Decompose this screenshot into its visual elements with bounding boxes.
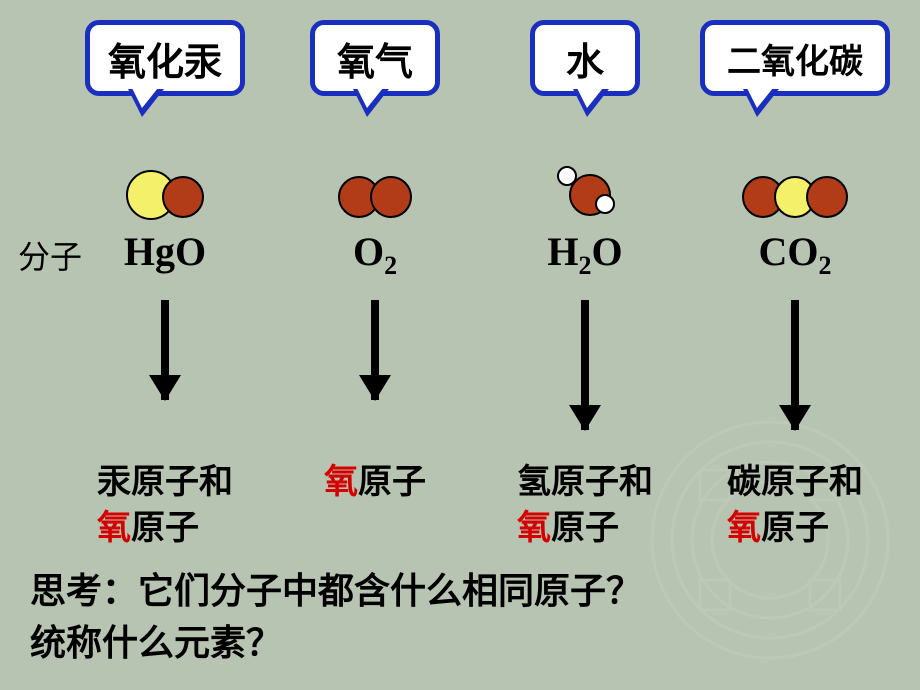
formula-tail: O: [592, 229, 623, 274]
formula-hgo: HgO: [124, 228, 206, 281]
formula-sub: 2: [819, 251, 832, 280]
desc-highlight: 氧: [97, 510, 131, 547]
desc-highlight: 氧: [727, 510, 761, 547]
formula-text: HgO: [124, 229, 206, 274]
desc-pre: 氢原子和: [517, 464, 653, 501]
molecule-row: [60, 160, 900, 230]
bubble-h2o: 水: [530, 20, 640, 96]
arrow-down-icon: [791, 300, 799, 430]
atom-oxygen-icon: [370, 176, 412, 218]
bubble-co2: 二氧化碳: [700, 20, 890, 96]
formula-sub: 2: [384, 251, 397, 280]
formula-text: O: [353, 229, 384, 274]
desc-o2: 氧原子: [324, 460, 426, 506]
desc-pre: 碳原子和: [727, 464, 863, 501]
question-text: 思考：它们分子中都含什么相同原子？ 统称什么元素？: [30, 565, 642, 669]
bubble-label: 氧化汞: [108, 31, 222, 86]
molecule-h2o: [555, 160, 615, 230]
desc-hgo: 汞原子和氧原子: [97, 460, 233, 552]
desc-pre: 汞原子和: [97, 464, 233, 501]
molecule-hgo: [126, 160, 204, 230]
desc-highlight: 氧: [517, 510, 551, 547]
molecule-co2: [742, 160, 848, 230]
desc-highlight: 氧: [324, 464, 358, 501]
bubble-hgo: 氧化汞: [85, 20, 245, 96]
atom-oxygen-icon: [806, 176, 848, 218]
formula-sub: 2: [579, 251, 592, 280]
formula-row: HgO O2 H2O CO2: [60, 228, 900, 281]
desc-post: 原子: [551, 510, 619, 547]
atom-hydrogen-icon: [595, 194, 615, 214]
description-row: 汞原子和氧原子 氧原子 氢原子和氧原子 碳原子和氧原子: [60, 460, 900, 552]
bubble-label: 氧气: [337, 31, 413, 86]
formula-o2: O2: [353, 228, 397, 281]
bubble-label: 水: [566, 31, 604, 86]
desc-post: 原子: [761, 510, 829, 547]
bubble-o2: 氧气: [310, 20, 440, 96]
formula-text: H: [547, 229, 578, 274]
formula-h2o: H2O: [547, 228, 622, 281]
arrow-down-icon: [581, 300, 589, 430]
formula-co2: CO2: [759, 228, 832, 281]
atom-oxygen-icon: [162, 176, 204, 218]
bubble-row: 氧化汞 氧气 水 二氧化碳: [60, 20, 900, 96]
desc-co2: 碳原子和氧原子: [727, 460, 863, 552]
slide-content: 氧化汞 氧气 水 二氧化碳 分子 HgO O2 H2O: [0, 0, 920, 690]
arrow-row: [60, 300, 900, 430]
formula-text: CO: [759, 229, 819, 274]
desc-post: 原子: [131, 510, 199, 547]
arrow-down-icon: [161, 300, 169, 400]
desc-post: 原子: [358, 464, 426, 501]
molecule-o2: [338, 160, 412, 230]
desc-h2o: 氢原子和氧原子: [517, 460, 653, 552]
arrow-down-icon: [371, 300, 379, 400]
bubble-label: 二氧化碳: [727, 34, 863, 83]
question-line-2: 统称什么元素？: [30, 623, 282, 663]
question-line-1: 思考：它们分子中都含什么相同原子？: [30, 571, 642, 611]
